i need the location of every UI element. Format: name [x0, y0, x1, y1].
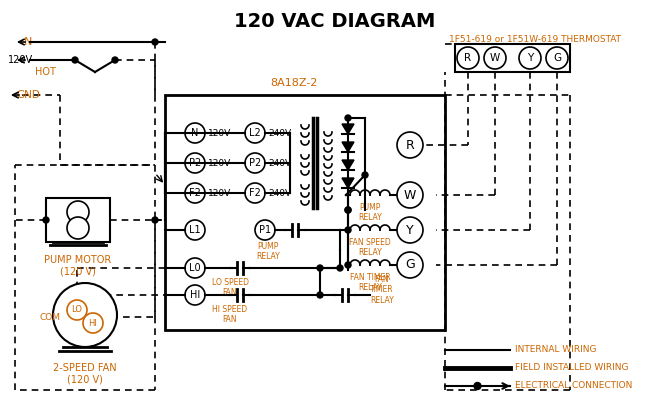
Circle shape: [152, 217, 158, 223]
Text: P2: P2: [249, 158, 261, 168]
Circle shape: [67, 201, 89, 223]
Text: HI SPEED
FAN: HI SPEED FAN: [212, 305, 247, 324]
Text: G: G: [405, 259, 415, 272]
Text: GND: GND: [16, 90, 40, 100]
Circle shape: [457, 47, 479, 69]
Circle shape: [362, 172, 368, 178]
Text: FAN SPEED
RELAY: FAN SPEED RELAY: [349, 238, 391, 257]
Circle shape: [245, 153, 265, 173]
Text: 240V: 240V: [268, 129, 291, 137]
Text: 240V: 240V: [268, 158, 291, 168]
Circle shape: [484, 47, 506, 69]
Bar: [46, 198, 110, 242]
Text: ELECTRICAL CONNECTION: ELECTRICAL CONNECTION: [515, 382, 632, 391]
Polygon shape: [342, 178, 354, 188]
Text: L0: L0: [189, 263, 201, 273]
Text: HI: HI: [88, 318, 97, 328]
Text: FIELD INSTALLED WIRING: FIELD INSTALLED WIRING: [515, 364, 628, 372]
Polygon shape: [342, 142, 354, 152]
Text: PUMP MOTOR
(120 V): PUMP MOTOR (120 V): [44, 255, 112, 277]
Circle shape: [345, 207, 351, 213]
Text: PUMP
RELAY: PUMP RELAY: [256, 242, 280, 261]
Text: 120V: 120V: [8, 55, 33, 65]
Circle shape: [53, 283, 117, 347]
Text: FAN TIMER
RELAY: FAN TIMER RELAY: [350, 273, 391, 292]
Text: W: W: [404, 189, 416, 202]
Bar: [455, 44, 570, 72]
Text: L1: L1: [189, 225, 201, 235]
Text: N: N: [192, 128, 199, 138]
Text: L2: L2: [249, 128, 261, 138]
Circle shape: [255, 220, 275, 240]
Text: R: R: [405, 139, 414, 152]
Text: P2: P2: [189, 158, 201, 168]
Text: LO: LO: [72, 305, 82, 315]
Text: N: N: [24, 37, 32, 47]
Text: F2: F2: [249, 188, 261, 198]
Text: HOT: HOT: [35, 67, 56, 77]
Circle shape: [43, 217, 49, 223]
Circle shape: [185, 285, 205, 305]
Text: 120V: 120V: [208, 129, 231, 137]
Circle shape: [152, 39, 158, 45]
Text: COM: COM: [39, 313, 60, 321]
Circle shape: [317, 265, 323, 271]
Circle shape: [185, 220, 205, 240]
Text: 120V: 120V: [208, 158, 231, 168]
Circle shape: [397, 252, 423, 278]
Circle shape: [245, 183, 265, 203]
Text: 8A18Z-2: 8A18Z-2: [270, 78, 318, 88]
Text: FAN
TIMER
RELAY: FAN TIMER RELAY: [370, 275, 394, 305]
Text: Y: Y: [406, 223, 414, 236]
Text: 120V: 120V: [208, 189, 231, 197]
Circle shape: [185, 258, 205, 278]
Text: 2-SPEED FAN
(120 V): 2-SPEED FAN (120 V): [53, 363, 117, 385]
Text: W: W: [490, 53, 500, 63]
Polygon shape: [342, 160, 354, 170]
Text: 240V: 240V: [268, 189, 291, 197]
Circle shape: [72, 57, 78, 63]
Text: F2: F2: [189, 188, 201, 198]
Text: INTERNAL WIRING: INTERNAL WIRING: [515, 346, 596, 354]
Circle shape: [474, 383, 481, 390]
Text: 1F51-619 or 1F51W-619 THERMOSTAT: 1F51-619 or 1F51W-619 THERMOSTAT: [449, 35, 621, 44]
Text: Y: Y: [527, 53, 533, 63]
Circle shape: [345, 262, 351, 268]
Circle shape: [245, 123, 265, 143]
Text: P1: P1: [259, 225, 271, 235]
Circle shape: [185, 183, 205, 203]
Circle shape: [397, 217, 423, 243]
Circle shape: [345, 207, 351, 213]
Circle shape: [345, 115, 351, 121]
Circle shape: [67, 300, 87, 320]
Circle shape: [519, 47, 541, 69]
Bar: [165, 95, 445, 330]
Circle shape: [397, 132, 423, 158]
Circle shape: [337, 265, 343, 271]
Text: LO SPEED
FAN: LO SPEED FAN: [212, 278, 249, 297]
Text: R: R: [464, 53, 472, 63]
Text: PUMP
RELAY: PUMP RELAY: [358, 203, 382, 222]
Text: 120 VAC DIAGRAM: 120 VAC DIAGRAM: [234, 12, 436, 31]
Circle shape: [67, 217, 89, 239]
Polygon shape: [342, 124, 354, 134]
Circle shape: [397, 182, 423, 208]
Circle shape: [185, 153, 205, 173]
Circle shape: [546, 47, 568, 69]
Circle shape: [112, 57, 118, 63]
Circle shape: [317, 292, 323, 298]
Circle shape: [345, 227, 351, 233]
Text: HI: HI: [190, 290, 200, 300]
Circle shape: [185, 123, 205, 143]
Circle shape: [83, 313, 103, 333]
Text: G: G: [553, 53, 561, 63]
